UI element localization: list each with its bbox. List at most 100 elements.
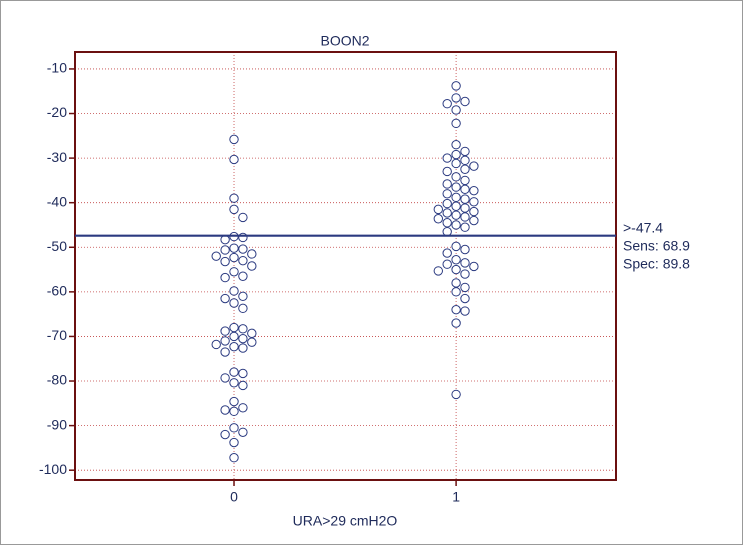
data-point	[229, 134, 239, 145]
data-point	[442, 179, 452, 189]
data-point	[451, 264, 461, 275]
x-axis-label: URA>29 cmH2O	[293, 513, 398, 529]
data-point	[460, 306, 470, 316]
data-point	[220, 293, 230, 304]
data-point	[460, 293, 470, 304]
data-point	[220, 326, 230, 336]
y-tick-label: -80	[47, 372, 67, 388]
x-tick-label: 0	[230, 489, 238, 505]
y-tick-label: -20	[47, 104, 67, 120]
data-point	[238, 333, 248, 344]
data-point	[229, 298, 239, 308]
data-point	[460, 222, 470, 232]
data-point	[460, 184, 470, 195]
data-point	[442, 259, 452, 269]
data-point	[220, 272, 230, 283]
x-tick-label: 1	[452, 489, 460, 505]
data-point	[469, 261, 479, 272]
data-point	[238, 324, 248, 334]
data-point	[211, 251, 221, 261]
data-point	[229, 453, 239, 463]
data-point	[220, 405, 230, 415]
data-point	[460, 146, 470, 157]
data-point	[451, 255, 461, 265]
data-point	[460, 175, 470, 186]
data-point	[442, 99, 452, 109]
data-point	[229, 243, 239, 253]
data-point	[451, 304, 461, 315]
data-point	[229, 193, 239, 203]
data-point	[451, 93, 461, 103]
data-point	[229, 437, 239, 448]
data-point	[451, 81, 461, 91]
data-point	[451, 140, 461, 150]
data-point	[460, 203, 470, 213]
data-point	[238, 380, 248, 391]
data-point	[460, 155, 470, 166]
y-tick-label: -60	[47, 283, 67, 299]
data-point	[442, 189, 452, 199]
data-point	[220, 245, 230, 255]
chart-title: BOON2	[320, 33, 369, 49]
data-point	[247, 249, 257, 259]
data-point	[220, 373, 230, 383]
data-point	[451, 241, 461, 252]
data-point	[442, 153, 452, 163]
data-point	[469, 161, 479, 171]
data-point	[229, 396, 239, 407]
data-point	[451, 182, 461, 192]
data-point	[247, 328, 257, 339]
data-point	[238, 343, 248, 353]
data-point	[460, 194, 470, 204]
data-point	[460, 269, 470, 279]
data-point	[442, 208, 452, 218]
data-point	[220, 336, 230, 346]
data-point	[451, 318, 461, 328]
data-point	[229, 252, 239, 263]
data-point	[433, 214, 443, 224]
data-point	[469, 206, 479, 217]
data-point	[442, 166, 452, 177]
y-tick-label: -10	[47, 60, 67, 76]
data-point	[220, 429, 230, 440]
data-point	[238, 303, 248, 314]
data-point	[238, 403, 248, 413]
data-point	[220, 256, 230, 267]
data-point	[469, 185, 479, 196]
data-point	[451, 210, 461, 220]
data-point	[229, 406, 239, 417]
data-point	[238, 244, 248, 254]
data-point	[247, 261, 257, 271]
data-point	[238, 368, 248, 379]
data-point	[238, 212, 248, 223]
data-point	[442, 218, 452, 228]
data-point	[433, 204, 443, 215]
data-point	[460, 96, 470, 107]
data-point	[238, 255, 248, 266]
data-point	[229, 423, 239, 433]
data-point	[451, 172, 461, 182]
data-point	[469, 197, 479, 207]
data-point	[460, 164, 470, 174]
data-point	[238, 271, 248, 281]
data-point	[442, 198, 452, 209]
data-point	[460, 282, 470, 293]
data-point	[451, 287, 461, 297]
cutoff-label: >-47.4	[623, 219, 663, 235]
data-point	[451, 201, 461, 211]
data-point	[238, 291, 248, 302]
data-point	[469, 215, 479, 226]
plot-frame	[74, 51, 617, 481]
data-point	[451, 105, 461, 115]
data-point	[247, 337, 257, 347]
data-point	[229, 204, 239, 215]
data-point	[451, 278, 461, 288]
y-tick-label: -90	[47, 416, 67, 432]
data-point	[238, 232, 248, 243]
data-point	[451, 220, 461, 230]
data-point	[229, 154, 239, 165]
y-tick-label: -40	[47, 193, 67, 209]
